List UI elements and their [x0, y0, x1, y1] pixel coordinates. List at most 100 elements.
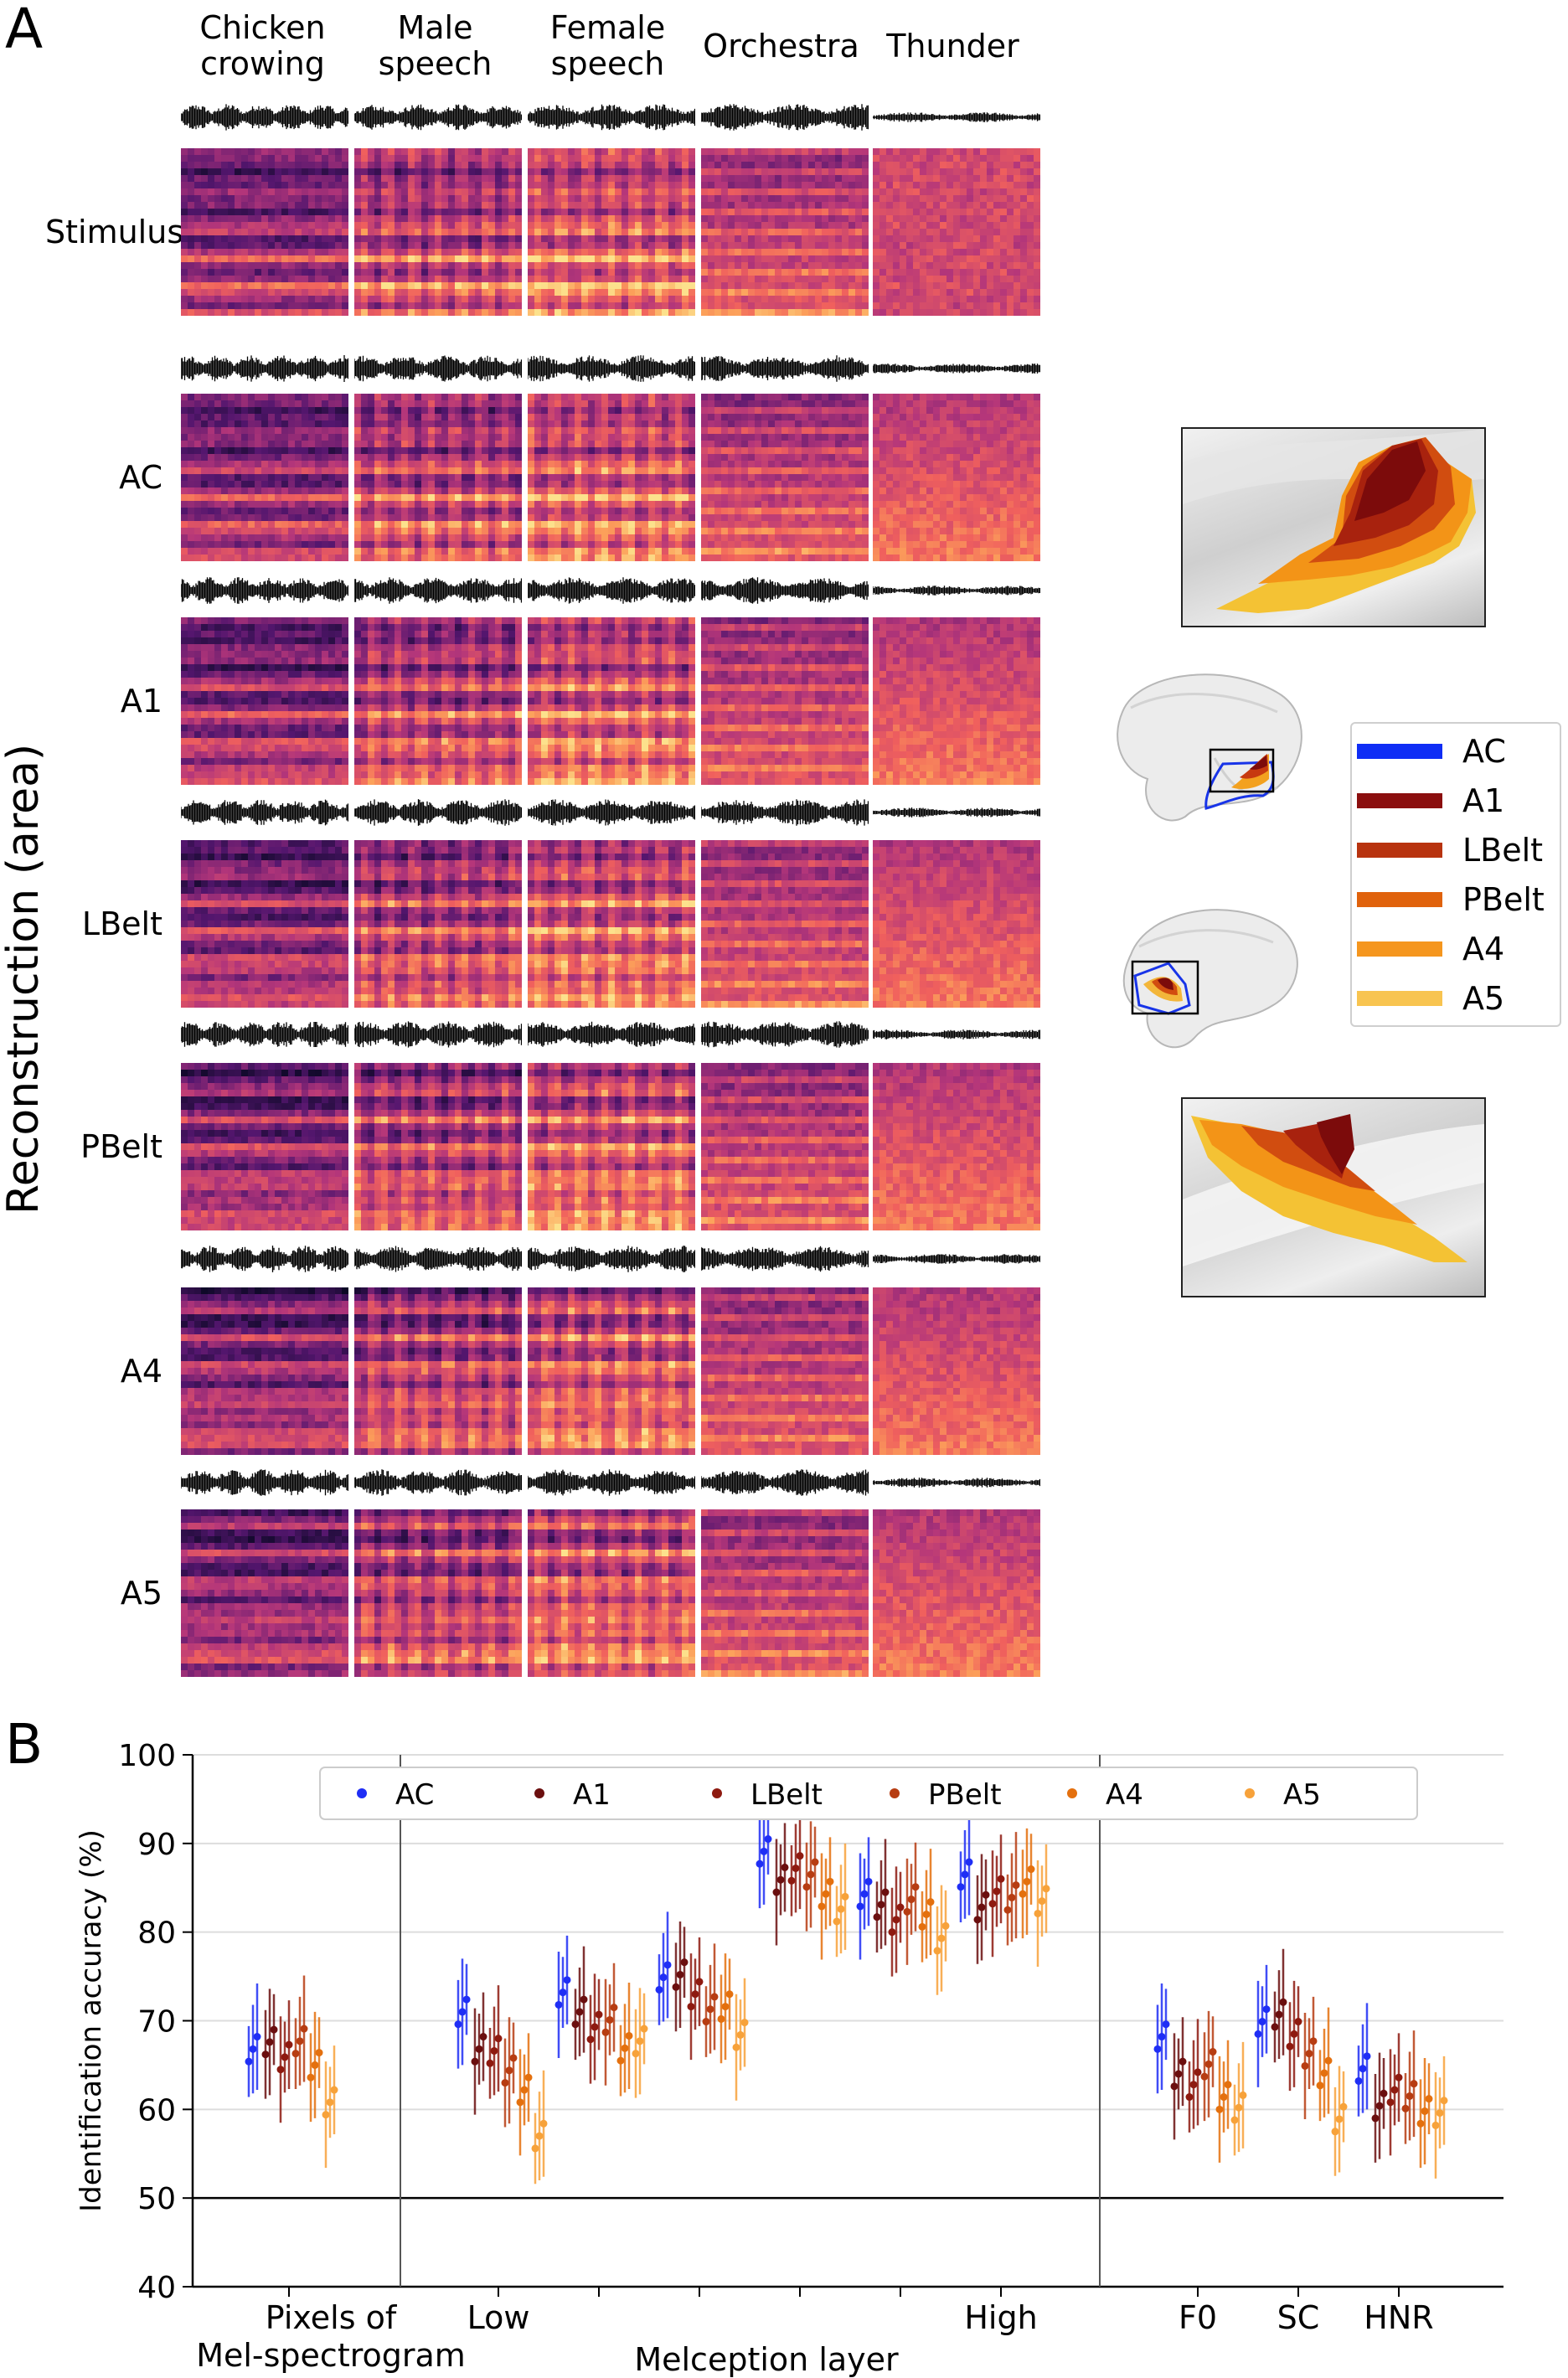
- data-point: [505, 2066, 513, 2075]
- data-point: [281, 2053, 289, 2061]
- data-point: [941, 1921, 950, 1930]
- data-point: [957, 1883, 965, 1891]
- waveform: [181, 104, 348, 131]
- data-point: [1286, 2042, 1294, 2050]
- data-point: [253, 2033, 261, 2041]
- data-point: [772, 1888, 781, 1896]
- data-point: [977, 1903, 986, 1911]
- spectrogram: [528, 1509, 695, 1677]
- data-point: [1335, 2115, 1344, 2123]
- data-point: [632, 2050, 640, 2058]
- data-point: [1239, 2091, 1247, 2099]
- data-point: [1354, 2076, 1363, 2085]
- waveform: [354, 104, 522, 131]
- data-point: [524, 2073, 533, 2081]
- data-point: [1440, 2097, 1448, 2105]
- data-point: [1371, 2114, 1380, 2123]
- legend-swatch: [1357, 843, 1442, 858]
- data-point: [307, 2073, 315, 2081]
- data-point: [606, 2015, 614, 2024]
- column-header-line1: Orchestra: [691, 28, 871, 64]
- waveform: [701, 577, 869, 604]
- data-point: [864, 1877, 873, 1885]
- data-point: [330, 2086, 338, 2094]
- data-point: [680, 1958, 689, 1967]
- data-point: [732, 2043, 740, 2051]
- data-point: [706, 2005, 714, 2014]
- data-point: [740, 2019, 749, 2027]
- data-point: [796, 1852, 804, 1860]
- spectrogram: [354, 148, 522, 316]
- column-header: Orchestra: [691, 28, 871, 64]
- data-point: [903, 1907, 911, 1916]
- data-point: [575, 2008, 584, 2016]
- data-point: [610, 2004, 618, 2012]
- data-point: [818, 1902, 826, 1911]
- data-point: [1425, 2095, 1433, 2103]
- data-point: [833, 1917, 841, 1926]
- waveform: [354, 799, 522, 826]
- row-label: PBelt: [45, 1130, 162, 1163]
- data-point: [1380, 2089, 1388, 2097]
- waveform: [181, 1246, 348, 1272]
- x-tick-label: SC: [1277, 2299, 1320, 2336]
- waveform: [873, 364, 1040, 374]
- data-point: [276, 2066, 285, 2074]
- data-point: [640, 2025, 648, 2033]
- data-point: [458, 2008, 467, 2016]
- data-point: [860, 1890, 869, 1898]
- row-label: A4: [45, 1354, 162, 1388]
- data-point: [1431, 2121, 1440, 2129]
- column-header-line1: Thunder: [863, 28, 1043, 64]
- waveform: [528, 1021, 695, 1048]
- spectrogram: [354, 840, 522, 1008]
- data-point: [1235, 2103, 1243, 2112]
- data-point: [764, 1835, 772, 1844]
- data-point: [1279, 1998, 1287, 2006]
- data-point: [454, 2020, 462, 2029]
- legend-marker: [1245, 1788, 1255, 1798]
- waveform: [354, 1246, 522, 1272]
- data-point: [918, 1922, 926, 1931]
- row-label: A5: [45, 1576, 162, 1610]
- legend-swatch: [1357, 892, 1442, 907]
- column-header-line1: Male: [345, 10, 525, 46]
- data-point: [1003, 1906, 1012, 1914]
- data-point: [291, 2050, 300, 2058]
- data-point: [1194, 2068, 1202, 2076]
- spectrogram: [528, 394, 695, 561]
- legend-label: PBelt: [928, 1778, 1002, 1812]
- y-tick-label: 40: [137, 2271, 176, 2305]
- data-point: [1224, 2081, 1232, 2089]
- data-point: [1436, 2109, 1444, 2118]
- legend-label: A4: [1462, 928, 1504, 970]
- data-point: [1421, 2107, 1429, 2115]
- data-point: [672, 1983, 680, 1991]
- waveform: [701, 799, 869, 826]
- spectrogram: [528, 1063, 695, 1230]
- data-point: [982, 1891, 990, 1899]
- data-point: [249, 2045, 257, 2053]
- spectrogram: [701, 1287, 869, 1455]
- data-point: [1153, 2045, 1162, 2053]
- data-point: [907, 1896, 916, 1904]
- data-point: [1204, 2060, 1213, 2068]
- data-point: [1200, 2072, 1209, 2081]
- data-point: [535, 2132, 544, 2140]
- legend-swatch: [1357, 991, 1442, 1006]
- spectrogram: [181, 840, 348, 1008]
- data-point: [807, 1870, 815, 1879]
- data-point: [636, 2037, 644, 2045]
- waveform: [181, 1022, 348, 1047]
- y-tick-label: 60: [137, 2093, 176, 2128]
- legend-label: PBelt: [1462, 879, 1545, 921]
- data-point: [1363, 2052, 1371, 2061]
- data-point: [663, 1961, 672, 1969]
- x-tick-label: High: [964, 2299, 1037, 2336]
- data-point: [586, 2035, 595, 2044]
- column-header: Thunder: [863, 28, 1043, 64]
- data-point: [1320, 2069, 1328, 2077]
- spectrogram: [354, 394, 522, 561]
- data-point: [315, 2049, 323, 2057]
- data-point: [1410, 2080, 1418, 2088]
